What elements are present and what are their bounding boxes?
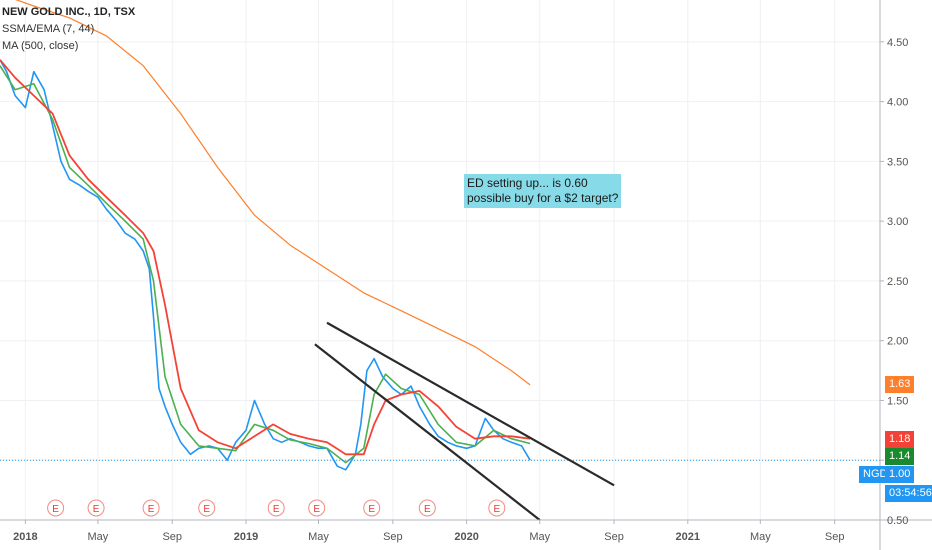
earnings-label: E: [313, 504, 320, 515]
ssma-line[interactable]: [0, 65, 531, 464]
x-tick-label: May: [750, 531, 771, 543]
earnings-label: E: [273, 504, 280, 515]
ma500-price-tag: 1.63: [885, 376, 915, 393]
time-scale-background: [0, 520, 932, 550]
earnings-label: E: [493, 504, 500, 515]
symbol-tag: NGD: [859, 466, 892, 483]
x-tick-label: May: [529, 531, 550, 543]
earnings-marker[interactable]: E: [308, 499, 326, 517]
x-tick-label: 2020: [454, 531, 478, 543]
earnings-marker[interactable]: E: [363, 499, 381, 517]
y-tick-label: 2.00: [887, 336, 908, 348]
x-tick-label: 2021: [676, 531, 700, 543]
x-tick-label: Sep: [825, 531, 845, 543]
earnings-marker[interactable]: E: [87, 499, 105, 517]
y-tick-label: 1.50: [887, 395, 908, 407]
note-line-2: possible buy for a $2 target?: [467, 191, 619, 205]
earnings-marker[interactable]: E: [267, 499, 285, 517]
earnings-circle: [363, 499, 381, 517]
earnings-marker[interactable]: E: [47, 499, 65, 517]
earnings-label: E: [424, 504, 431, 515]
ema-price-tag: 1.18: [885, 431, 915, 448]
earnings-marker[interactable]: E: [198, 499, 216, 517]
earnings-circle: [142, 499, 160, 517]
earnings-circle: [198, 499, 216, 517]
x-tick-label: May: [308, 531, 329, 543]
x-tick-label: Sep: [162, 531, 182, 543]
y-tick-label: 0.50: [887, 515, 908, 527]
ssma-price-tag: 1.14: [885, 448, 915, 465]
earnings-circle: [488, 499, 506, 517]
x-tick-label: 2018: [13, 531, 37, 543]
earnings-label: E: [203, 504, 210, 515]
grid-lines: [0, 0, 880, 521]
last-price-tag: 1.00: [885, 466, 915, 483]
ema-line[interactable]: [0, 59, 531, 456]
earnings-marker[interactable]: E: [142, 499, 160, 517]
y-tick-label: 4.00: [887, 97, 908, 109]
earnings-label: E: [368, 504, 375, 515]
earnings-circle: [308, 499, 326, 517]
y-tick-label: 3.00: [887, 216, 908, 228]
annotation-note[interactable]: ED setting up... is 0.60 possible buy fo…: [464, 174, 622, 208]
x-tick-label: Sep: [604, 531, 624, 543]
upper-trendline[interactable]: [326, 321, 615, 487]
symbol-title[interactable]: NEW GOLD INC., 1D, TSX: [2, 6, 136, 18]
earnings-circle: [418, 499, 436, 517]
earnings-circle: [87, 499, 105, 517]
chart-legend: NEW GOLD INC., 1D, TSX SSMA/EMA (7, 44) …: [2, 4, 135, 55]
earnings-circle: [267, 499, 285, 517]
ma500-line[interactable]: [0, 0, 531, 386]
indicator-ssma-ema-label[interactable]: SSMA/EMA (7, 44): [2, 23, 95, 35]
earnings-marker[interactable]: E: [418, 499, 436, 517]
earnings-label: E: [93, 504, 100, 515]
bar-countdown-tag: 03:54:56: [885, 485, 932, 502]
y-tick-label: 3.50: [887, 156, 908, 168]
trendline-layer[interactable]: [314, 321, 615, 521]
y-tick-label: 4.50: [887, 37, 908, 49]
earnings-label: E: [52, 504, 59, 515]
earnings-label: E: [148, 504, 155, 515]
indicator-ma-label[interactable]: MA (500, close): [2, 40, 79, 52]
x-tick-label: Sep: [383, 531, 403, 543]
series-layer: [0, 0, 880, 471]
y-tick-label: 2.50: [887, 276, 908, 288]
x-tick-label: May: [88, 531, 109, 543]
x-tick-label: 2019: [234, 531, 258, 543]
note-line-1: ED setting up... is 0.60: [467, 176, 588, 190]
lower-trendline[interactable]: [314, 343, 541, 521]
earnings-marker[interactable]: E: [488, 499, 506, 517]
price-line[interactable]: [0, 59, 531, 471]
earnings-circle: [47, 499, 65, 517]
